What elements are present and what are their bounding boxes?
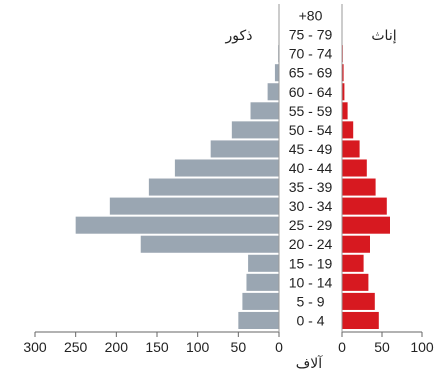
male-bar — [242, 292, 279, 310]
right-tick-label: 100 — [410, 339, 434, 355]
male-bar — [246, 273, 279, 291]
male-bar — [250, 102, 279, 120]
female-bar — [342, 64, 344, 82]
female-side-label: إناث — [371, 27, 396, 44]
right-tick-label: 50 — [374, 339, 390, 355]
female-bar — [342, 216, 390, 234]
female-bar — [342, 311, 379, 329]
left-tick-label: 50 — [231, 339, 247, 355]
male-bar — [75, 216, 280, 234]
female-bars — [342, 7, 390, 329]
age-group-label: +80 — [299, 8, 323, 24]
female-bar — [342, 121, 354, 139]
male-bar — [238, 311, 279, 329]
right-axis-ticks: 0 50 100 — [338, 332, 434, 355]
female-bar — [342, 178, 376, 196]
age-group-label: 0 - 4 — [296, 312, 324, 328]
female-bar — [342, 159, 367, 177]
left-tick-label: 150 — [145, 339, 169, 355]
right-tick-label: 0 — [338, 339, 346, 355]
x-axis-unit-label: آلاف — [296, 355, 323, 371]
left-axis-ticks: 300 250 200 150 100 50 0 — [23, 332, 283, 355]
left-tick-label: 100 — [186, 339, 210, 355]
age-group-label: 10 - 14 — [289, 274, 333, 290]
male-bar — [248, 254, 279, 272]
male-bar — [210, 140, 279, 158]
male-bar — [231, 121, 279, 139]
age-group-label: 55 - 59 — [289, 103, 333, 119]
age-group-label: 20 - 24 — [289, 236, 333, 252]
male-bar — [109, 197, 280, 215]
age-group-label: 60 - 64 — [289, 84, 333, 100]
age-group-label: 30 - 34 — [289, 198, 333, 214]
male-bar — [267, 83, 279, 101]
age-group-label: 70 - 74 — [289, 46, 333, 62]
age-group-label: 5 - 9 — [296, 293, 324, 309]
age-group-label: 40 - 44 — [289, 160, 333, 176]
male-bars — [75, 7, 280, 329]
age-group-label: 45 - 49 — [289, 141, 333, 157]
age-group-label: 25 - 29 — [289, 217, 333, 233]
female-bar — [342, 197, 387, 215]
male-bar — [174, 159, 279, 177]
age-group-label: 65 - 69 — [289, 65, 333, 81]
age-group-label: 15 - 19 — [289, 255, 333, 271]
age-group-label: 35 - 39 — [289, 179, 333, 195]
female-bar — [342, 83, 345, 101]
female-bar — [342, 102, 348, 120]
female-bar — [342, 273, 369, 291]
female-bar — [342, 254, 364, 272]
male-bar — [140, 235, 279, 253]
female-bar — [342, 235, 370, 253]
age-group-labels: 0 - 4 5 - 9 10 - 14 15 - 19 20 - 24 25 - 29 30… — [289, 8, 333, 329]
left-tick-label: 250 — [64, 339, 88, 355]
age-group-label: 50 - 54 — [289, 122, 333, 138]
left-tick-label: 200 — [105, 339, 129, 355]
male-bar — [274, 64, 279, 82]
female-bar — [342, 140, 360, 158]
male-bar — [148, 178, 279, 196]
male-side-label: ذكور — [225, 27, 253, 44]
age-group-label: 75 - 79 — [289, 27, 333, 43]
female-bar — [342, 292, 375, 310]
left-tick-label: 300 — [23, 339, 47, 355]
left-tick-label: 0 — [275, 339, 283, 355]
